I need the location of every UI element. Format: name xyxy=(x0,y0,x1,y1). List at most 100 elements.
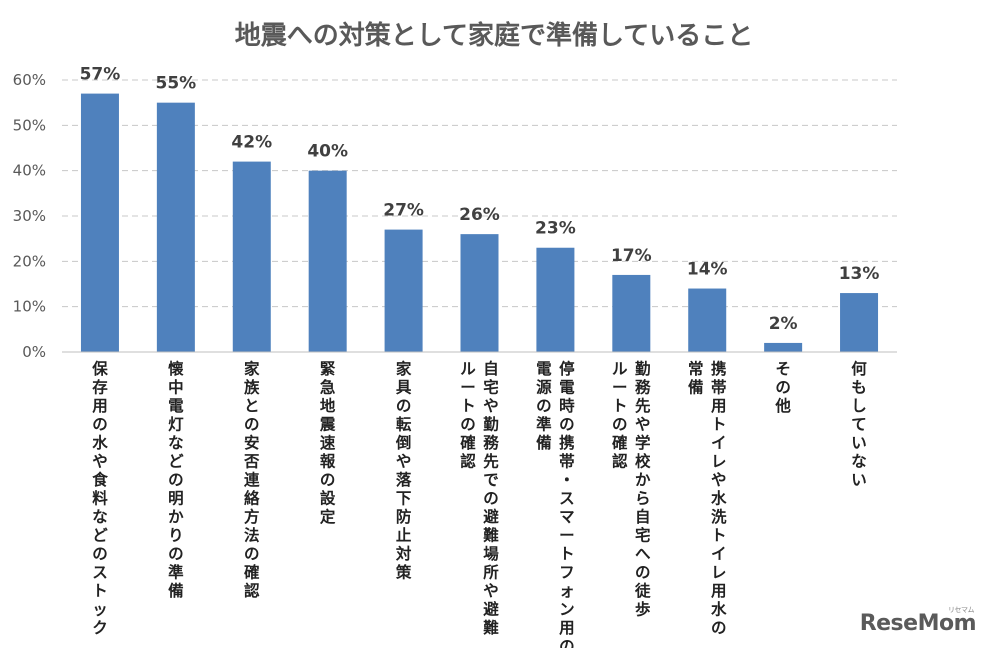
bar xyxy=(840,293,879,352)
x-axis-label-char: 方 xyxy=(244,507,260,526)
x-axis-label-char: ス xyxy=(92,564,108,582)
x-axis-label-char: へ xyxy=(635,545,651,563)
x-axis-label-char: 務 xyxy=(483,433,499,452)
x-axis-label-char: 食 xyxy=(91,470,108,489)
x-axis-label-char: 明 xyxy=(168,490,184,508)
x-axis-label: 常備 xyxy=(688,359,704,397)
x-axis-label-char: ど xyxy=(168,453,184,471)
y-axis-ticks: 0% 10% 20% 30% 40% 50% 60% xyxy=(13,71,46,361)
x-axis-label-char: イ xyxy=(711,545,727,563)
x-axis-label-char: イ xyxy=(711,434,727,452)
x-axis-label-char: の xyxy=(635,564,651,582)
x-axis-label-char: 難 xyxy=(483,618,499,637)
x-axis-label-char: 対 xyxy=(395,544,412,563)
x-axis-label-char: 携 xyxy=(711,359,727,378)
x-axis-label-char: の xyxy=(559,416,575,434)
x-axis-label-char: ー xyxy=(460,379,476,397)
x-axis-label-char: 時 xyxy=(559,396,575,415)
x-axis-label-char: の xyxy=(559,638,575,648)
data-label: 23% xyxy=(535,219,576,239)
x-axis-label-char: や xyxy=(635,416,651,434)
x-axis-label-char: 確 xyxy=(244,563,260,582)
x-axis-labels: 保存用の水や食料などのストック懐中電灯などの明かりの準備家族との安否連絡方法の確… xyxy=(91,359,867,648)
x-axis-label-char: 自 xyxy=(483,359,499,378)
x-axis-label-char: 避 xyxy=(483,507,499,526)
x-axis-label-char: や xyxy=(711,471,727,489)
x-axis-label-char: 徒 xyxy=(634,581,651,600)
x-axis-label-char: 認 xyxy=(460,452,476,471)
x-axis-label-char: 水 xyxy=(92,433,108,452)
x-axis-label-char: ス xyxy=(559,490,575,508)
x-axis-label-char: ト xyxy=(612,397,628,415)
bar xyxy=(384,229,423,352)
x-axis-label-char: 安 xyxy=(244,433,260,452)
x-axis-label-char: 家 xyxy=(396,359,412,378)
x-axis-label-char: の xyxy=(244,545,260,563)
x-axis-label-char: の xyxy=(396,397,412,415)
x-axis-label-char: 学 xyxy=(635,433,651,452)
x-axis-label-char: 族 xyxy=(244,378,260,397)
x-axis-label-char: そ xyxy=(775,360,791,378)
x-axis-label-char: ト xyxy=(559,545,575,563)
x-axis-label-char: ト xyxy=(92,582,108,600)
x-axis-label-char: フ xyxy=(559,564,575,582)
x-axis-label-char: の xyxy=(775,379,791,397)
x-axis-label-char: 倒 xyxy=(395,433,412,452)
x-axis-label-char: ト xyxy=(711,416,727,434)
x-axis-label-char: 備 xyxy=(168,581,184,600)
x-axis-label-char: 携 xyxy=(559,433,575,452)
x-axis-label-char: な xyxy=(168,434,184,452)
x-axis-label-char: 灯 xyxy=(168,416,184,434)
x-axis-label-char: な xyxy=(851,453,867,471)
x-axis-label-char: ト xyxy=(460,397,476,415)
x-axis-label-char: 急 xyxy=(320,378,336,397)
x-axis-label-char: ォ xyxy=(559,582,575,600)
y-tick-label: 0% xyxy=(22,343,46,361)
x-axis-label-char: 確 xyxy=(460,433,476,452)
x-axis-label-char: の xyxy=(92,545,108,563)
bars xyxy=(80,93,879,353)
x-axis-label-char: 宅 xyxy=(635,526,651,545)
x-axis-label-char: ー xyxy=(559,527,575,545)
x-axis-label-char: 用 xyxy=(92,397,108,415)
bar xyxy=(232,161,271,352)
x-axis-label-char: 落 xyxy=(396,470,412,489)
x-axis-label-char: 校 xyxy=(635,452,651,471)
x-axis-label: その他 xyxy=(774,360,791,415)
x-axis-label-char: 準 xyxy=(536,415,552,434)
data-labels: 57% 55% 42% 40% 27% 26% 23% 17% 14% 2% 13% xyxy=(80,65,880,334)
x-axis-label-char: の xyxy=(92,416,108,434)
bar xyxy=(156,102,195,353)
x-axis-label-char: の xyxy=(711,619,727,637)
x-axis-label-char: ン xyxy=(559,601,575,619)
x-axis-label-char: 備 xyxy=(536,433,552,452)
x-axis-label-char: 策 xyxy=(395,563,412,582)
x-axis-label-char: か xyxy=(168,508,184,526)
x-axis-label-char: 帯 xyxy=(711,378,727,397)
x-axis-label-char: 認 xyxy=(244,581,260,600)
x-axis-label-char: 洗 xyxy=(711,507,727,526)
x-axis-label-char: 確 xyxy=(612,433,628,452)
x-axis-label-char: 備 xyxy=(688,378,704,397)
y-tick-label: 60% xyxy=(13,71,46,89)
y-tick-label: 10% xyxy=(13,298,46,316)
x-axis-label-char: 電 xyxy=(559,379,575,397)
x-axis-label-char: 宅 xyxy=(483,378,499,397)
data-label: 26% xyxy=(459,205,500,225)
x-axis-label-char: 水 xyxy=(711,600,727,619)
x-axis-label-char: 連 xyxy=(244,470,260,489)
bar xyxy=(308,170,347,352)
x-axis-label-char: り xyxy=(168,527,184,545)
x-axis-label-char: し xyxy=(851,397,867,415)
x-axis-label-char: の xyxy=(320,471,336,489)
x-axis-label-char: や xyxy=(396,453,412,471)
x-axis-label-char: 用 xyxy=(559,619,575,637)
x-axis-label-char: 絡 xyxy=(244,489,260,508)
x-axis-label-char: 転 xyxy=(396,416,412,434)
x-axis-label-char: い xyxy=(851,471,867,489)
